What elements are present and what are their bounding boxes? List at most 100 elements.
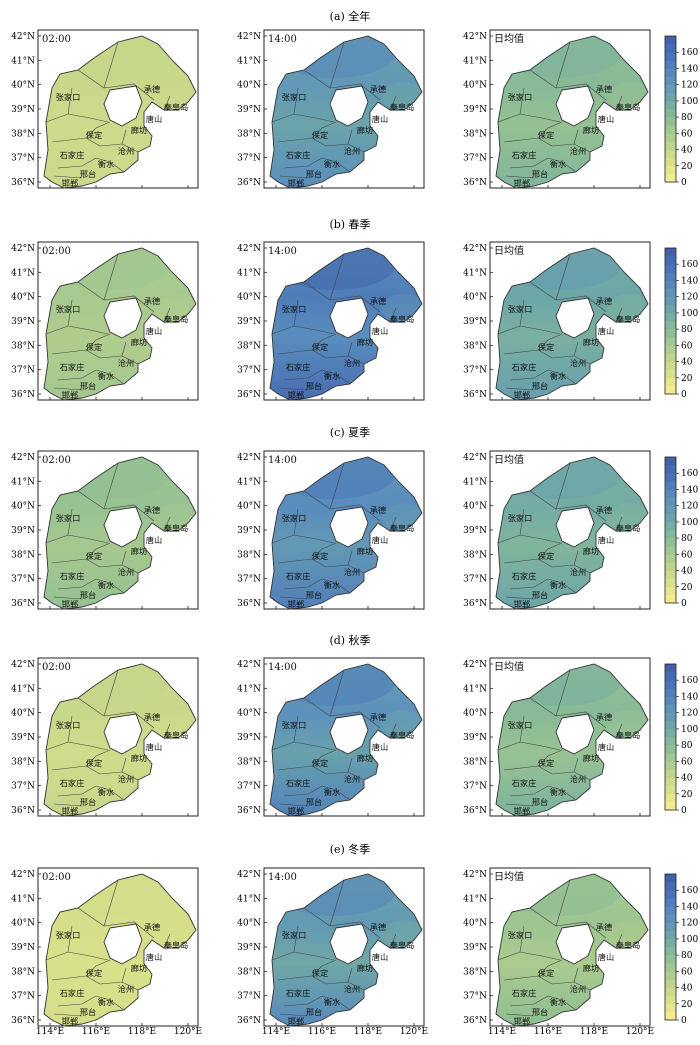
lat-tick-label: 41°N	[11, 56, 35, 66]
lat-tick-label: 36°N	[463, 178, 487, 188]
city-boundary	[283, 578, 323, 590]
city-label: 石家庄	[512, 150, 537, 160]
lon-tick-label: 120°E	[400, 1027, 428, 1037]
city-boundary	[271, 951, 335, 961]
city-boundary	[85, 121, 111, 139]
colorbar-tick-label: 40	[681, 984, 693, 994]
lat-tick-label: 42°N	[463, 870, 487, 880]
lat-tick-label: 40°N	[463, 81, 487, 91]
city-boundary	[497, 325, 561, 335]
city-boundary	[509, 578, 549, 590]
lat-tick-label: 42°N	[11, 870, 35, 880]
lat-tick-label: 42°N	[463, 244, 487, 254]
city-label: 秦皇岛	[616, 102, 641, 112]
colorbar-tick-label: 20	[681, 162, 693, 172]
city-boundary	[519, 715, 525, 743]
city-label: 廊坊	[131, 125, 147, 135]
colorbar-tick-label: 60	[681, 757, 693, 767]
lat-tick-label: 37°N	[11, 992, 35, 1002]
lat-tick-label: 37°N	[463, 366, 487, 376]
city-label: 石家庄	[286, 571, 311, 581]
city-label: 石家庄	[286, 150, 311, 160]
city-boundary	[283, 369, 323, 381]
lat-tick-label: 41°N	[463, 684, 487, 694]
colorbar-tick-label: 140	[681, 692, 698, 702]
city-boundary	[103, 711, 155, 729]
city-label: 邢台	[80, 590, 96, 600]
province-outline	[495, 873, 649, 1027]
lat-tick-label: 37°N	[11, 782, 35, 792]
province-outline	[495, 35, 649, 189]
city-boundary	[537, 959, 563, 977]
city-label: 石家庄	[512, 571, 537, 581]
lat-tick-label: 39°N	[237, 526, 261, 536]
city-boundary	[389, 95, 397, 111]
lat-tick-label: 42°N	[463, 660, 487, 670]
city-label: 承德	[370, 296, 386, 306]
row-title: (d) 秋季	[329, 633, 370, 647]
lat-tick-label: 40°N	[463, 709, 487, 719]
city-boundary	[547, 785, 577, 801]
lat-tick-label: 41°N	[237, 477, 261, 487]
lat-tick-label: 37°N	[11, 575, 35, 585]
city-boundary	[163, 95, 171, 111]
lat-tick-label: 36°N	[11, 390, 35, 400]
lat-tick-label: 42°N	[237, 32, 261, 42]
city-label: 秦皇岛	[616, 730, 641, 740]
city-boundary	[389, 307, 397, 323]
colorbar-tick-label: 120	[681, 709, 698, 719]
city-label: 衡水	[324, 997, 340, 1007]
city-boundary	[329, 711, 381, 729]
city-boundary	[347, 757, 353, 773]
lat-tick-label: 38°N	[463, 341, 487, 351]
city-label: 秦皇岛	[616, 523, 641, 533]
lat-tick-label: 41°N	[237, 684, 261, 694]
city-label: 邯郸	[62, 390, 78, 400]
city-label: 衡水	[550, 787, 566, 797]
city-label: 唐山	[146, 952, 162, 962]
lat-tick-label: 40°N	[463, 293, 487, 303]
colorbar-tick-label: 60	[681, 341, 693, 351]
colorbar-tick-label: 0	[681, 178, 687, 188]
column-label: 日均值	[494, 660, 524, 673]
column-label: 日均值	[494, 453, 524, 466]
city-label: 衡水	[324, 371, 340, 381]
city-label: 承德	[370, 505, 386, 515]
city-boundary	[103, 83, 155, 101]
colorbar-tick-label: 80	[681, 741, 693, 751]
lat-tick-label: 40°N	[463, 919, 487, 929]
city-label: 承德	[370, 84, 386, 94]
lat-tick-label: 36°N	[11, 178, 35, 188]
lat-tick-label: 41°N	[11, 268, 35, 278]
city-label: 沧州	[118, 774, 134, 784]
lat-tick-label: 39°N	[463, 105, 487, 115]
lat-tick-label: 40°N	[237, 919, 261, 929]
city-label: 邢台	[532, 381, 548, 391]
lat-tick-label: 37°N	[237, 154, 261, 164]
city-boundary	[311, 542, 337, 560]
city-boundary	[293, 508, 299, 536]
colorbar-tick-label: 140	[681, 485, 698, 495]
lat-tick-label: 40°N	[11, 81, 35, 91]
city-label: 保定	[312, 130, 328, 140]
city-label: 石家庄	[286, 362, 311, 372]
city-label: 沧州	[344, 774, 360, 784]
city-boundary	[573, 967, 579, 983]
city-label: 邢台	[306, 590, 322, 600]
city-boundary	[389, 723, 397, 739]
row-title: (c) 夏季	[330, 426, 370, 439]
city-boundary	[615, 307, 623, 323]
city-label: 沧州	[344, 146, 360, 156]
lat-tick-label: 40°N	[237, 293, 261, 303]
province-outline	[43, 456, 197, 610]
colorbar-tick-label: 120	[681, 293, 698, 303]
city-label: 石家庄	[512, 778, 537, 788]
city-boundary	[57, 785, 97, 797]
lat-tick-label: 40°N	[11, 919, 35, 929]
city-label: 石家庄	[512, 362, 537, 372]
colorbar: 0 20 40 60 80 100 120 140 160	[664, 247, 698, 400]
lat-tick-label: 36°N	[237, 806, 261, 816]
